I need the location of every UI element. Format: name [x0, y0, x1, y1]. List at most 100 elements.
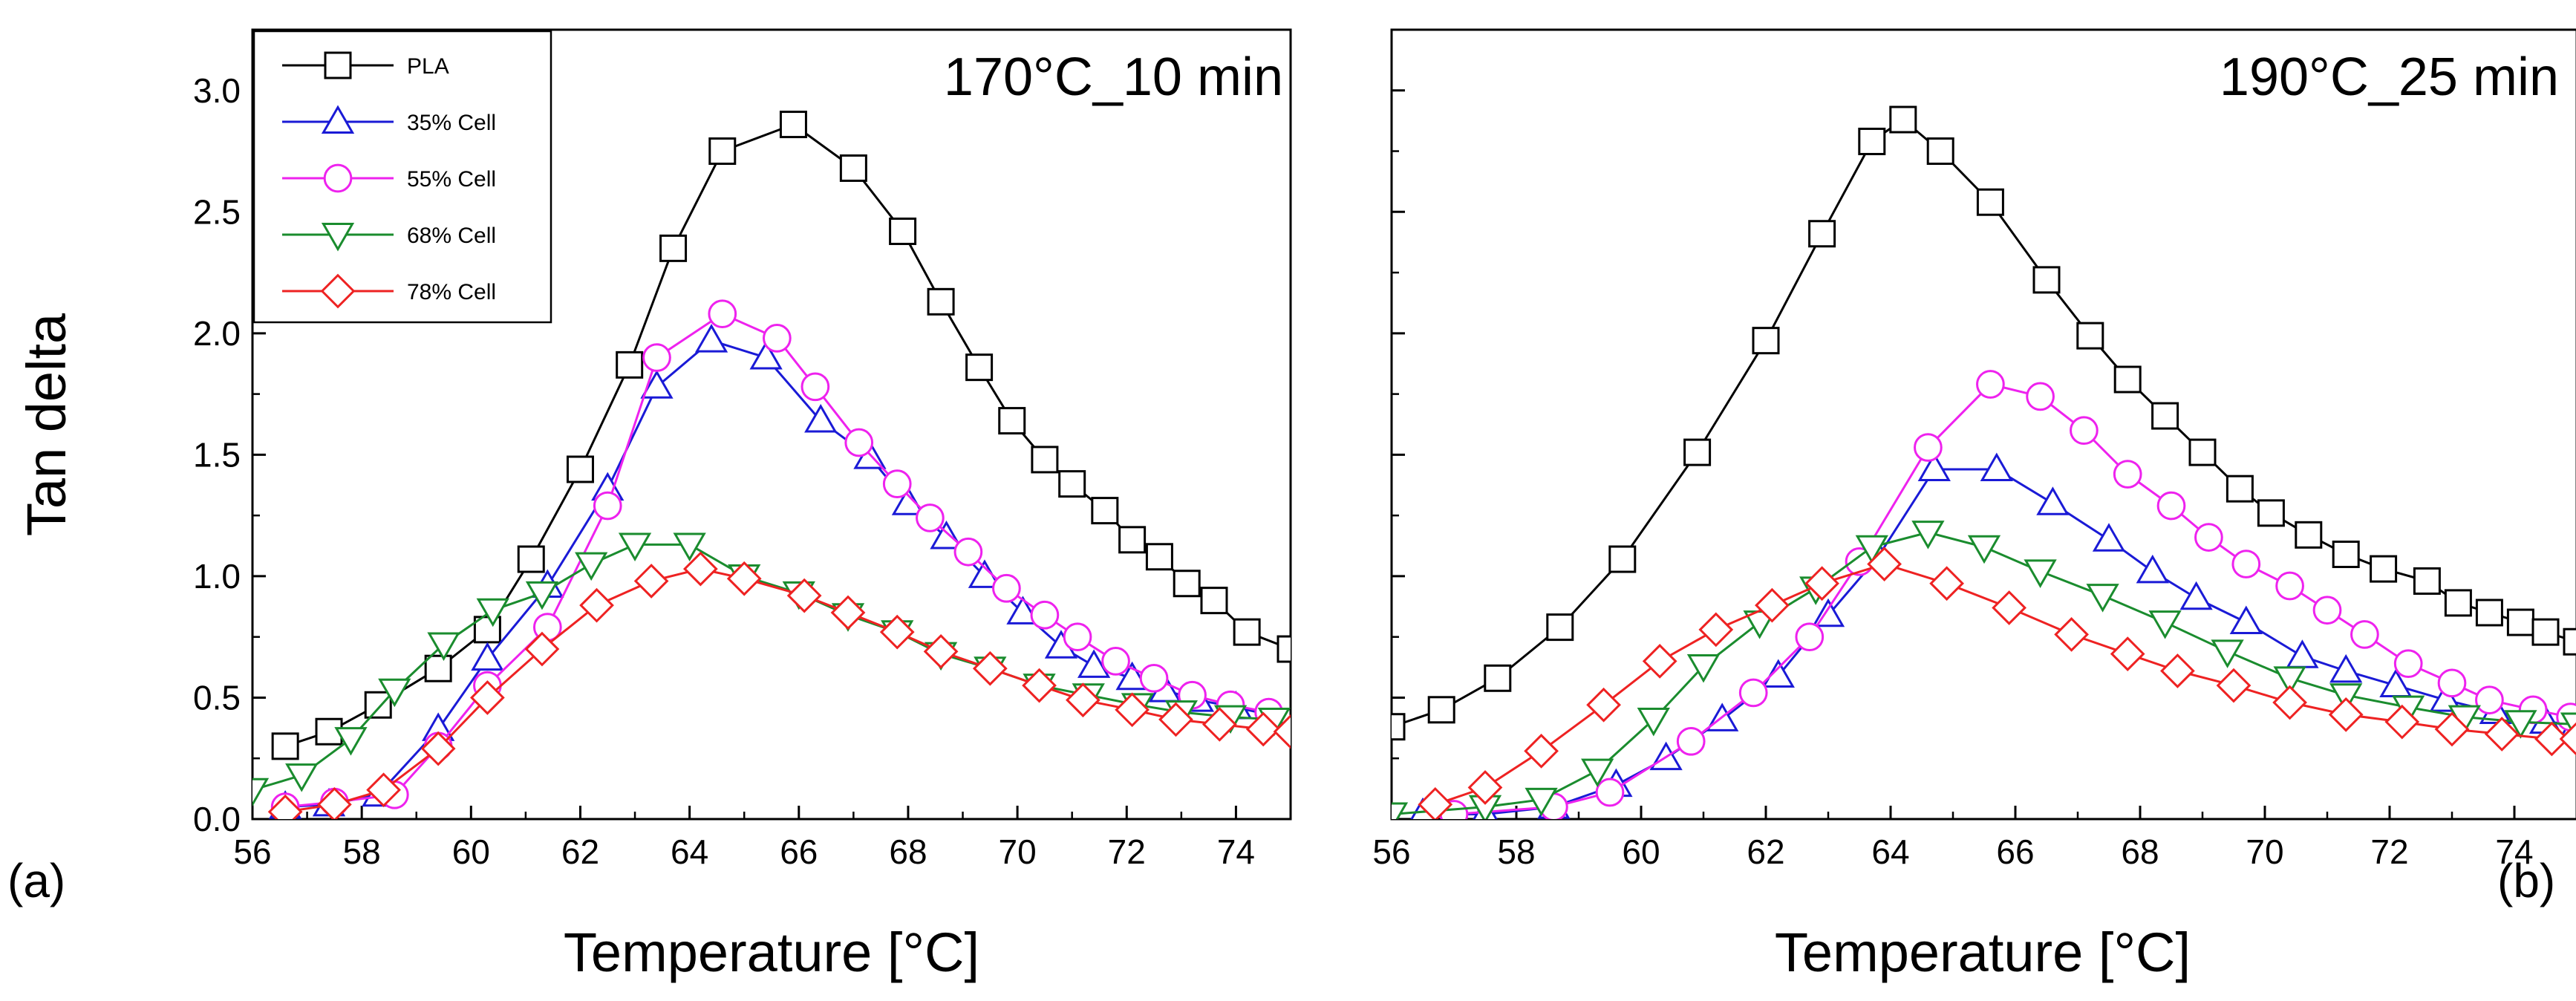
panel-b-series	[1392, 105, 2576, 819]
panel-b-point-78-cell	[1467, 770, 1503, 805]
panel-a-series-55-cell	[270, 299, 1283, 819]
panel-a-point-pla	[566, 455, 594, 483]
panel-b-point-pla	[2444, 589, 2472, 617]
panel-a-point-55-cell	[642, 343, 671, 372]
panel-b-point-55-cell	[2194, 523, 2223, 552]
panel-a: 56 58 60 62 64 66 68 70 72 74 0.0 0.5 1.0 1.5 2.0 2.5 3.…	[7, 28, 1292, 983]
panel-b-point-68-cell	[2329, 683, 2363, 712]
panel-b-point-78-cell	[2559, 722, 2576, 756]
panel-a-point-78-cell	[316, 787, 352, 819]
panel-b-point-55-cell	[2113, 460, 2142, 489]
panel-a-point-55-cell	[708, 299, 737, 329]
panel-b-point-pla	[1926, 137, 1954, 166]
panel-a-point-78-cell	[524, 631, 560, 667]
panel-a-y-tick-label: 0.0	[193, 800, 241, 838]
panel-a-point-pla	[965, 353, 994, 382]
panel-b: 56 58 60 62 64 66 68 70 72 74 190°C_25 min (b) Te…	[1372, 28, 2576, 983]
panel-b-point-68-cell	[1967, 535, 2001, 564]
panel-b-x-axis-title: Temperature [°C]	[1775, 922, 2191, 983]
panel-b-point-pla	[1427, 696, 1455, 724]
panel-b-point-55-cell	[1795, 622, 1825, 652]
panel-a-point-pla	[708, 137, 737, 166]
panel-a-point-pla	[1276, 635, 1291, 663]
panel-b-point-78-cell	[1698, 612, 1734, 648]
panel-b-x-tick-label: 68	[2121, 832, 2159, 871]
panel-a-point-pla	[659, 234, 688, 262]
legend-marker-68-cell	[321, 223, 355, 252]
panel-a-y-tick-label: 2.5	[193, 192, 241, 231]
panel-a-point-78-cell	[1158, 702, 1193, 737]
panel-a-series-78-cell	[267, 551, 1291, 819]
panel-a-point-35-cell	[1006, 596, 1040, 625]
panel-a-point-68-cell	[618, 532, 652, 561]
panel-a-point-35-cell	[749, 340, 783, 370]
panel-b-series-35-cell	[1410, 452, 2576, 819]
panel-a-series-pla	[271, 111, 1291, 760]
legend-item-pla: PLA	[282, 51, 449, 79]
panel-b-point-35-cell	[2092, 523, 2126, 552]
panel-a-x-tick-label: 74	[1217, 832, 1255, 871]
panel-a-point-35-cell	[694, 324, 728, 353]
panel-b-x-tick-label: 72	[2370, 832, 2408, 871]
panel-b-point-55-cell	[2393, 649, 2423, 679]
panel-b-point-pla	[2076, 322, 2104, 350]
panel-a-point-55-cell	[1139, 663, 1169, 693]
panel-a-point-pla	[424, 654, 452, 682]
panel-b-series-pla	[1392, 105, 2576, 741]
panel-a-ticks: 56 58 60 62 64 66 68 70 72 74 0.0 0.5 1.0 1.5 2.0 2.5 3.…	[193, 28, 1292, 871]
panel-a-point-pla	[1173, 570, 1201, 598]
panel-a-point-pla	[1091, 497, 1119, 525]
panel-b-point-78-cell	[2110, 636, 2145, 671]
panel-a-point-pla	[889, 217, 917, 245]
panel-a-point-78-cell	[420, 731, 456, 766]
legend-items: PLA 35% Cell 55% Cell 68% Cell 78% Cell	[282, 51, 496, 309]
panel-b-point-pla	[1608, 545, 1637, 573]
panel-b-point-78-cell	[2484, 717, 2520, 751]
panel-a-series	[252, 111, 1291, 819]
panel-b-x-tick-label: 70	[2246, 832, 2283, 871]
panel-a-x-tick-label: 68	[889, 832, 927, 871]
panel-a-point-pla	[779, 111, 807, 139]
panel-a-point-78-cell	[786, 578, 822, 613]
panel-b-line-pla	[1392, 118, 2576, 728]
panel-b-point-pla	[1484, 664, 1512, 692]
legend-label-35-cell: 35% Cell	[407, 111, 496, 135]
panel-a-point-78-cell	[1022, 668, 1057, 703]
panel-b-point-68-cell	[2086, 584, 2119, 613]
panel-b-point-pla	[2226, 475, 2254, 503]
panel-b-point-68-cell	[1392, 802, 1409, 819]
panel-b-point-78-cell	[1418, 787, 1453, 819]
panel-b-point-pla	[2370, 555, 2398, 583]
panel-b-point-55-cell	[1676, 726, 1706, 756]
panel-b-point-78-cell	[1642, 644, 1677, 679]
panel-b-point-pla	[1683, 438, 1712, 466]
panel-a-x-axis-title: Temperature [°C]	[564, 922, 979, 983]
legend-item-55-cell: 55% Cell	[282, 163, 496, 193]
panel-b-point-55-cell	[2350, 620, 2379, 649]
legend-label-68-cell: 68% Cell	[407, 224, 496, 248]
panel-b-x-tick-label: 64	[1871, 832, 1909, 871]
panel-b-point-78-cell	[1586, 687, 1621, 723]
panel-a-point-pla	[1145, 543, 1173, 571]
panel-a-point-78-cell	[879, 614, 915, 650]
panel-b-point-78-cell	[2216, 668, 2251, 703]
panel-a-title: 170°C_10 min	[944, 48, 1283, 107]
panel-a-x-tick-label: 70	[999, 832, 1037, 871]
panel-b-point-pla	[1392, 713, 1406, 741]
panel-b-point-pla	[2295, 521, 2323, 549]
panel-b-point-55-cell	[2275, 571, 2304, 601]
panel-b-point-55-cell	[1976, 370, 2005, 399]
panel-b-point-68-cell	[1525, 787, 1558, 817]
panel-b-point-68-cell	[1911, 521, 1945, 550]
legend-box	[252, 30, 552, 324]
panel-b-point-35-cell	[2179, 581, 2213, 610]
panel-b-point-78-cell	[1929, 566, 1964, 601]
panel-b-point-68-cell	[1686, 653, 1721, 683]
panel-a-point-55-cell	[953, 537, 983, 567]
panel-a-y-tick-label: 2.0	[193, 314, 241, 353]
panel-b-point-pla	[2151, 402, 2179, 430]
y-axis-title: Tan delta	[16, 313, 77, 536]
panel-a-point-78-cell	[1115, 692, 1150, 728]
panel-a-line-68-cell	[252, 543, 1274, 792]
panel-a-point-78-cell	[1201, 707, 1237, 742]
